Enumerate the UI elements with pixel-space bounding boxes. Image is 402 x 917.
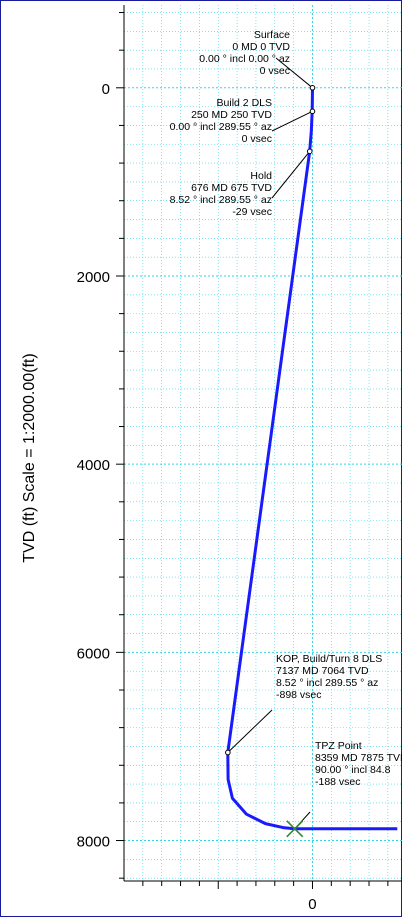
annotation-text: 0 vsec (260, 65, 290, 77)
annotation-text: 0.00 ° incl 0.00 ° az (199, 53, 290, 65)
annotation-text: 0 MD 0 TVD (232, 41, 290, 53)
x-tick-label: 0 (308, 896, 316, 913)
annotation-leader (271, 150, 311, 199)
annotation-text: 0 vsec (242, 133, 272, 145)
annotation-leader (275, 57, 313, 89)
target-x-marker (286, 820, 304, 838)
y-axis-title: TVD (ft) Scale = 1:2000.00(ft) (21, 353, 38, 563)
annotation-marker (309, 108, 316, 115)
annotation-text: 8359 MD 7875 TVD (315, 752, 402, 764)
annotation-marker (309, 85, 316, 91)
annotation-marker (306, 148, 313, 155)
y-tick-label: 8000 (77, 834, 110, 851)
annotation-text: Surface (254, 29, 290, 41)
annotation-leader (227, 709, 273, 753)
annotation-text: TPZ Point (315, 740, 362, 752)
annotation-text: 7137 MD 7064 TVD (276, 665, 369, 677)
annotation-text: 8.52 ° incl 289.55 ° az (276, 677, 378, 689)
y-tick-label: 2000 (77, 269, 110, 286)
annotation-text: 0.00 ° incl 289.55 ° az (170, 121, 272, 133)
y-tick-label: 0 (102, 81, 110, 98)
annotation-text: Build 2 DLS (217, 97, 272, 109)
y-tick-label: 6000 (77, 645, 110, 662)
annotation-text: -898 vsec (276, 689, 322, 701)
wellbore-path-line (226, 87, 398, 831)
annotation-text: -29 vsec (232, 206, 272, 218)
y-tick-label: 4000 (77, 457, 110, 474)
annotation-text: 250 MD 250 TVD (191, 109, 272, 121)
annotation-text: KOP, Build/Turn 8 DLS (276, 653, 382, 665)
annotation-text: 90.00 ° incl 84.8 (315, 764, 391, 776)
annotation-text: 8.52 ° incl 289.55 ° az (170, 194, 272, 206)
annotation-text: Hold (250, 170, 272, 182)
annotation-text: -188 vsec (315, 776, 361, 788)
annotation-text: 676 MD 675 TVD (191, 182, 272, 194)
annotation-marker (225, 749, 231, 756)
annotation-leader (271, 110, 313, 132)
